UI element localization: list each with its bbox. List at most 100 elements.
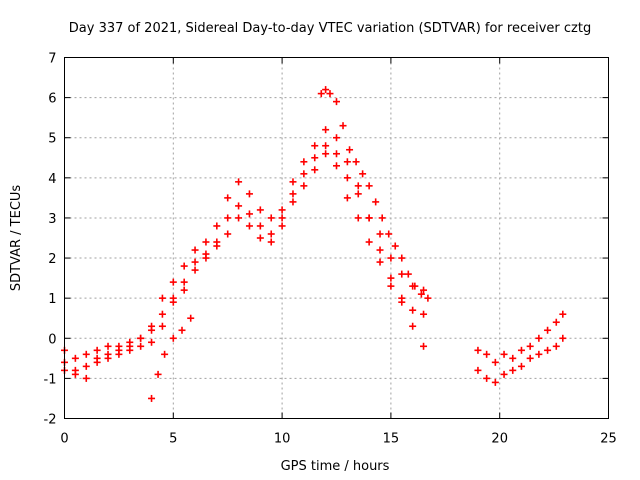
data-point bbox=[278, 222, 286, 230]
data-point bbox=[346, 146, 354, 154]
y-tick-label: 6 bbox=[48, 92, 56, 107]
x-tick-label: 15 bbox=[383, 432, 400, 447]
data-point bbox=[322, 150, 330, 158]
data-point bbox=[191, 258, 199, 266]
data-point bbox=[115, 350, 123, 358]
data-point bbox=[245, 210, 253, 218]
data-point bbox=[93, 358, 101, 366]
y-tick-label: 3 bbox=[48, 212, 56, 227]
data-point bbox=[71, 354, 79, 362]
y-tick-label: 7 bbox=[48, 52, 56, 67]
data-point bbox=[245, 190, 253, 198]
data-point bbox=[474, 346, 482, 354]
chart-title: Day 337 of 2021, Sidereal Day-to-day VTE… bbox=[69, 21, 591, 36]
data-point bbox=[267, 238, 275, 246]
y-tick-label: -1 bbox=[44, 372, 57, 387]
data-point bbox=[82, 350, 90, 358]
data-point bbox=[544, 326, 552, 334]
data-point bbox=[326, 90, 334, 98]
data-point bbox=[148, 338, 156, 346]
data-point bbox=[526, 354, 534, 362]
data-point bbox=[158, 294, 166, 302]
data-point bbox=[224, 194, 232, 202]
data-point bbox=[517, 362, 525, 370]
data-point bbox=[409, 322, 417, 330]
data-point bbox=[93, 346, 101, 354]
data-point bbox=[354, 190, 362, 198]
data-point bbox=[137, 334, 145, 342]
data-point bbox=[256, 222, 264, 230]
data-point bbox=[289, 178, 297, 186]
data-point bbox=[376, 230, 384, 238]
data-point bbox=[424, 294, 432, 302]
data-point bbox=[517, 346, 525, 354]
y-axis-label: SDTVAR / TECUs bbox=[9, 185, 24, 292]
data-point bbox=[354, 214, 362, 222]
data-point bbox=[289, 190, 297, 198]
data-point bbox=[202, 238, 210, 246]
data-point bbox=[420, 342, 428, 350]
data-point bbox=[154, 370, 162, 378]
data-point bbox=[126, 346, 134, 354]
data-point bbox=[235, 214, 243, 222]
data-point bbox=[559, 334, 567, 342]
data-point bbox=[526, 342, 534, 350]
data-point bbox=[180, 278, 188, 286]
data-point bbox=[500, 370, 508, 378]
data-point bbox=[385, 230, 393, 238]
data-point bbox=[148, 326, 156, 334]
data-point bbox=[333, 98, 340, 106]
data-point bbox=[317, 90, 325, 98]
data-point bbox=[409, 306, 417, 314]
data-point bbox=[365, 182, 373, 190]
data-point bbox=[311, 154, 319, 162]
data-point bbox=[417, 290, 425, 298]
data-point bbox=[376, 246, 384, 254]
data-point bbox=[158, 322, 166, 330]
data-point bbox=[387, 254, 395, 262]
y-tick-label: 4 bbox=[48, 172, 56, 187]
data-point bbox=[161, 350, 169, 358]
data-point bbox=[500, 350, 508, 358]
data-point bbox=[378, 214, 386, 222]
data-point bbox=[333, 150, 340, 158]
data-point bbox=[137, 342, 145, 350]
data-point bbox=[300, 182, 308, 190]
y-tick-label: -2 bbox=[44, 413, 57, 428]
data-point bbox=[169, 298, 177, 306]
data-point bbox=[300, 158, 308, 166]
data-point bbox=[82, 374, 90, 382]
data-point bbox=[213, 222, 221, 230]
data-point bbox=[333, 134, 340, 142]
data-point bbox=[104, 342, 112, 350]
data-point bbox=[343, 158, 351, 166]
x-tick-label: 20 bbox=[491, 432, 508, 447]
data-point bbox=[224, 230, 232, 238]
data-point bbox=[82, 362, 90, 370]
x-tick-label: 10 bbox=[274, 432, 291, 447]
data-point bbox=[398, 294, 406, 302]
data-point bbox=[398, 254, 406, 262]
data-point bbox=[509, 354, 517, 362]
data-point bbox=[256, 234, 264, 242]
data-point bbox=[289, 198, 297, 206]
data-point bbox=[300, 170, 308, 178]
data-point bbox=[420, 286, 428, 294]
y-tick-label: 1 bbox=[48, 292, 56, 307]
data-point bbox=[552, 318, 560, 326]
data-point bbox=[333, 162, 340, 170]
x-tick-label: 0 bbox=[60, 432, 68, 447]
data-point bbox=[245, 222, 253, 230]
data-point bbox=[535, 334, 543, 342]
data-point bbox=[365, 214, 373, 222]
data-point bbox=[213, 242, 221, 250]
data-point bbox=[387, 282, 395, 290]
data-point bbox=[491, 358, 499, 366]
data-point bbox=[267, 230, 275, 238]
data-point bbox=[535, 350, 543, 358]
data-point bbox=[343, 174, 351, 182]
data-point bbox=[398, 270, 406, 278]
data-point bbox=[474, 366, 482, 374]
data-point bbox=[148, 394, 156, 402]
